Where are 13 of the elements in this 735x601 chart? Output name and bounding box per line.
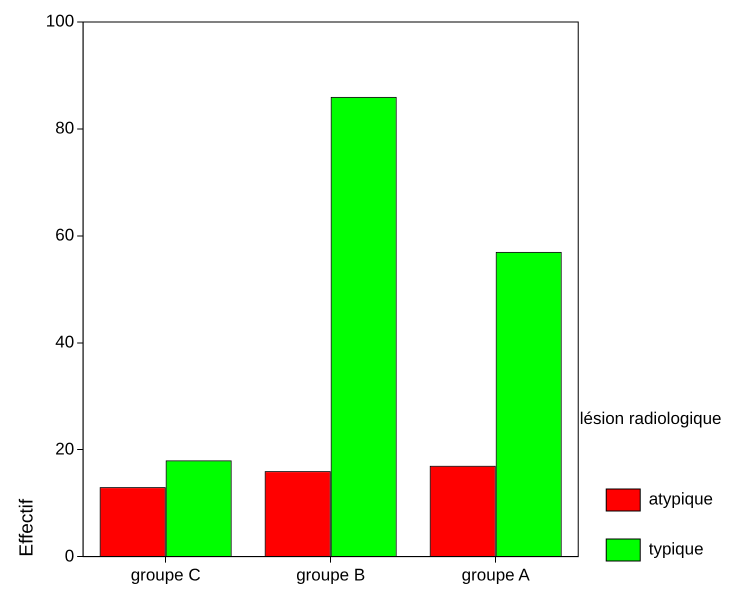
- x-tick-label: groupe A: [462, 565, 530, 584]
- legend-title: lésion radiologique: [580, 408, 722, 428]
- y-tick-label: 40: [55, 332, 74, 352]
- legend-label: atypique: [648, 490, 714, 509]
- y-tick-label: 20: [55, 439, 74, 458]
- y-tick-label: 80: [55, 118, 74, 138]
- legend-label: typique: [648, 540, 704, 559]
- y-tick-label: 0: [64, 546, 74, 566]
- y-tick-label: 60: [55, 226, 74, 245]
- x-tick-label: groupe B: [296, 565, 366, 584]
- y-tick-label: 100: [46, 12, 74, 31]
- y-axis-title: Effectif: [16, 498, 38, 557]
- x-tick-label: groupe C: [130, 565, 201, 584]
